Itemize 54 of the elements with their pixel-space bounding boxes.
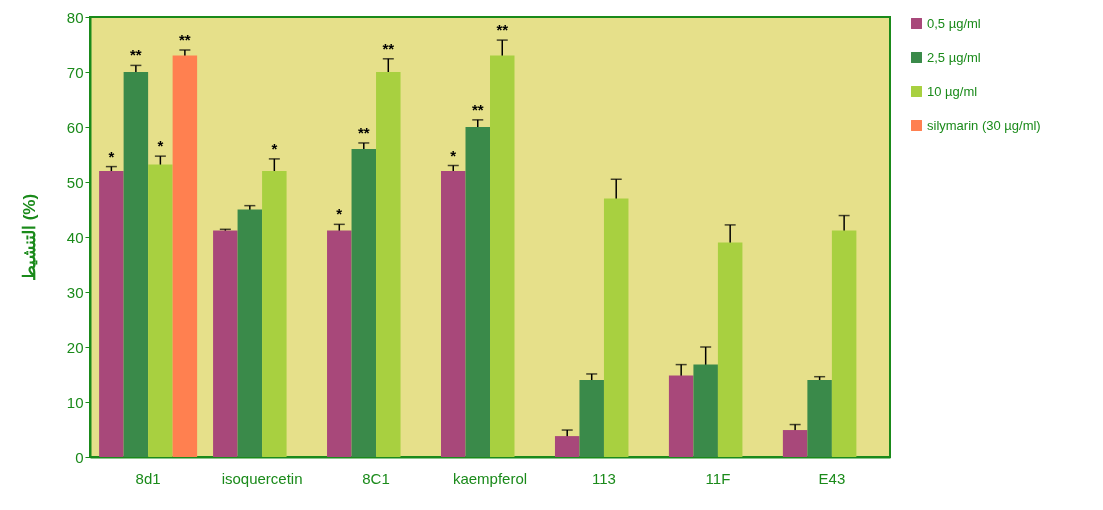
legend-label: 10 µg/ml [927, 83, 978, 99]
x-tick-label: E43 [818, 469, 846, 487]
x-tick-label: kaempferol [452, 469, 528, 487]
x-tick-label: 8d1 [135, 469, 161, 487]
bar [237, 209, 263, 457]
y-tick-label: 10 [66, 393, 84, 411]
y-tick-label: 20 [66, 338, 84, 356]
y-tick-label: 0 [75, 448, 84, 466]
bar [465, 127, 490, 457]
bar [693, 364, 718, 457]
bar [123, 72, 149, 457]
bar [99, 171, 124, 457]
data-label: * [108, 147, 115, 165]
y-tick-label: 70 [66, 63, 84, 81]
y-axis-title: التنشيط (%) [19, 193, 39, 282]
bar [376, 72, 401, 457]
bar [172, 55, 198, 457]
data-label: * [157, 137, 164, 155]
y-tick-label: 80 [66, 8, 84, 26]
data-label: ** [382, 39, 395, 57]
bar [668, 375, 694, 457]
data-label: ** [357, 123, 370, 141]
legend-label: 0,5 µg/ml [927, 15, 981, 31]
bar [579, 380, 604, 457]
bar [262, 171, 287, 457]
y-tick-label: 30 [66, 283, 84, 301]
bar [148, 164, 173, 457]
data-label: ** [130, 46, 142, 64]
legend-label: silymarin (30 µg/ml) [927, 117, 1041, 133]
bar [327, 230, 352, 457]
bar [717, 242, 743, 457]
data-label: * [336, 205, 343, 223]
bar [213, 230, 238, 457]
bar [554, 436, 580, 457]
data-label: * [271, 139, 278, 157]
x-tick-label: isoquercetin [221, 469, 303, 487]
bar [782, 430, 808, 457]
data-label: * [450, 146, 457, 164]
legend-label: 2,5 µg/ml [927, 49, 981, 65]
data-label: ** [496, 21, 509, 39]
bar [807, 380, 832, 457]
bar [490, 55, 515, 457]
y-tick-label: 40 [66, 228, 84, 246]
y-tick-label: 60 [66, 118, 84, 136]
data-label: ** [179, 31, 191, 48]
x-tick-label: 113 [592, 469, 616, 487]
bar [351, 149, 377, 457]
bar [831, 230, 857, 457]
x-tick-label: 11F [705, 469, 731, 487]
bar [603, 198, 629, 457]
x-tick-label: 8C1 [362, 469, 390, 487]
data-label: ** [471, 100, 484, 118]
y-tick-label: 50 [66, 173, 84, 191]
bar [441, 171, 466, 457]
